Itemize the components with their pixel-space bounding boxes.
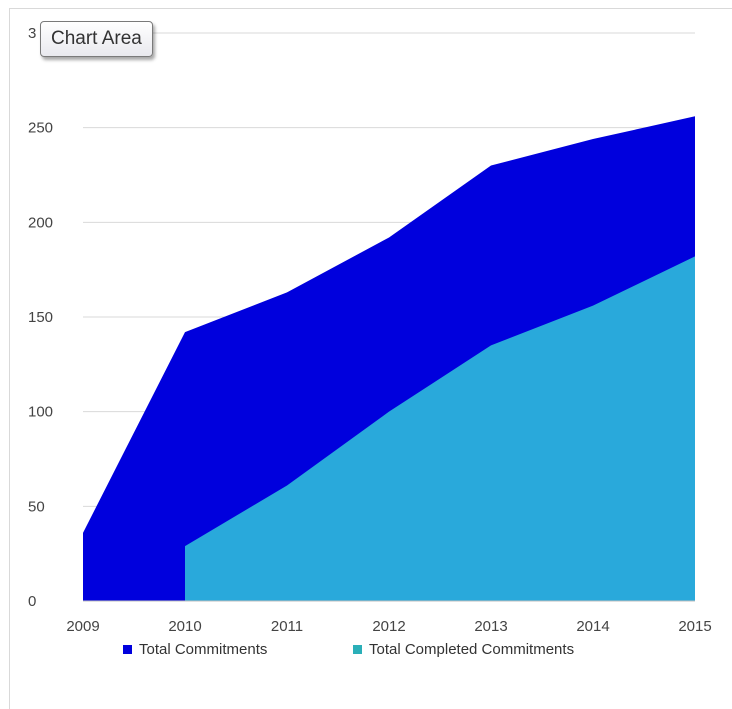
y-tick-label: 100 [28,404,53,421]
y-tick-label: 3 [28,25,36,42]
y-tick-label: 200 [28,214,53,231]
y-tick-label: 250 [28,120,53,137]
legend-marker [123,645,132,654]
y-tick-label: 150 [28,309,53,326]
axes: 0 50 100 150 200 250 3 2009 2010 2011 2012 2013 2014… [28,25,712,635]
x-tick-label: 2015 [678,618,711,635]
series-area-2[interactable] [185,256,695,601]
legend-label: Total Commitments [139,641,267,658]
chart-area[interactable]: 0 50 100 150 200 250 3 2009 2010 2011 2012 2013 2014… [9,8,732,709]
x-tick-label: 2013 [474,618,507,635]
x-tick-label: 2011 [271,618,303,635]
chart-area-tooltip: Chart Area [40,21,153,57]
y-tick-label: 0 [28,593,36,610]
x-tick-label: 2014 [576,618,609,635]
legend-marker [353,645,362,654]
legend-label: Total Completed Commitments [369,641,574,658]
y-tick-label: 50 [28,498,45,515]
x-tick-label: 2010 [168,618,201,635]
legend[interactable]: Total Commitments Total Completed Commitm… [123,641,574,658]
x-tick-label: 2009 [66,618,99,635]
x-tick-label: 2012 [372,618,405,635]
area-chart: 0 50 100 150 200 250 3 2009 2010 2011 2012 2013 2014… [28,25,712,658]
plot-area [83,116,695,601]
